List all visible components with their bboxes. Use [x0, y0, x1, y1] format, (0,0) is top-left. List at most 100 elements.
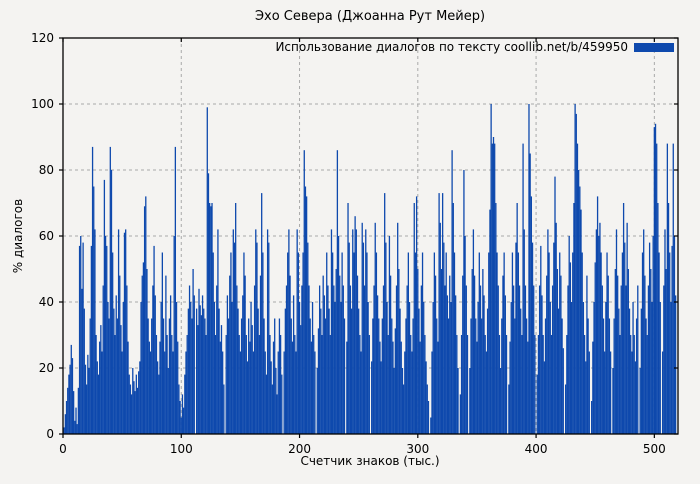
bar [504, 295, 506, 434]
bar [219, 341, 221, 434]
bar [489, 209, 491, 434]
bar [605, 302, 607, 434]
bar [288, 229, 290, 434]
bar [360, 351, 362, 434]
bar [607, 275, 609, 434]
bar [190, 302, 192, 434]
bar [327, 285, 329, 434]
bar [119, 275, 121, 434]
bar [525, 318, 528, 434]
bar [634, 361, 637, 434]
bar [527, 341, 529, 434]
bar [218, 308, 220, 434]
bar [601, 285, 603, 434]
bar [544, 318, 547, 434]
bar [81, 288, 83, 434]
bar [126, 285, 128, 434]
bar [413, 203, 415, 434]
bar [222, 351, 224, 434]
bar [650, 269, 652, 434]
bar [240, 318, 243, 434]
bar [78, 245, 81, 434]
bar [199, 305, 201, 434]
bar [447, 318, 450, 434]
bar [80, 236, 82, 434]
bar [512, 285, 515, 434]
chart-title: Эхо Севера (Джоанна Рут Мейер) [255, 9, 485, 24]
bar [466, 335, 469, 434]
bar [509, 341, 511, 434]
bar [453, 252, 456, 434]
bar [659, 302, 661, 434]
bar [667, 203, 670, 434]
bar [635, 318, 638, 434]
bar [602, 318, 605, 434]
bar [162, 318, 165, 434]
bar [499, 368, 502, 434]
bar [65, 401, 68, 434]
bar [88, 368, 90, 434]
bar [179, 401, 181, 434]
bar [75, 407, 77, 434]
bar [122, 302, 124, 434]
bar [538, 285, 541, 434]
bar [289, 275, 291, 434]
bar [230, 252, 232, 434]
bar [161, 252, 163, 434]
bar [661, 351, 664, 434]
bar [270, 361, 272, 434]
bar [585, 361, 587, 434]
bar [185, 351, 187, 434]
x-tick-label: 200 [288, 442, 311, 456]
bar [612, 368, 614, 434]
bar [123, 232, 126, 434]
bar [227, 318, 230, 434]
bar [214, 335, 217, 434]
bar [473, 275, 476, 434]
bar [112, 252, 114, 434]
bar [600, 252, 602, 434]
bar [665, 269, 667, 434]
bar [362, 242, 365, 434]
bar [94, 229, 96, 434]
bar [579, 186, 581, 434]
bar [333, 285, 335, 434]
bar [353, 252, 355, 434]
bar [266, 229, 269, 434]
bar [572, 252, 574, 434]
bar [515, 242, 517, 434]
bar [367, 302, 369, 434]
bar [408, 302, 411, 434]
bar [438, 193, 440, 434]
bar [553, 242, 555, 434]
bar [275, 368, 277, 434]
bar [212, 252, 214, 434]
bar [502, 275, 504, 434]
bar [417, 269, 419, 434]
bar [231, 302, 233, 434]
bar [496, 252, 498, 434]
bar [666, 143, 669, 434]
bar [238, 335, 240, 434]
bar [186, 335, 188, 434]
bar [426, 384, 428, 434]
bar [411, 351, 413, 434]
bar [167, 368, 169, 434]
bar [450, 302, 452, 434]
bar [536, 374, 538, 434]
bar [341, 252, 343, 434]
bar [309, 318, 311, 434]
bar [626, 222, 628, 434]
bar [567, 285, 569, 434]
bar [546, 275, 548, 434]
bar [582, 302, 585, 434]
bar [233, 242, 236, 434]
bar [410, 335, 412, 434]
bar [436, 318, 438, 434]
bar [220, 325, 223, 434]
bar [314, 351, 316, 434]
bar [628, 308, 631, 434]
bar [188, 285, 191, 434]
bar [497, 285, 499, 434]
bar [64, 414, 67, 434]
